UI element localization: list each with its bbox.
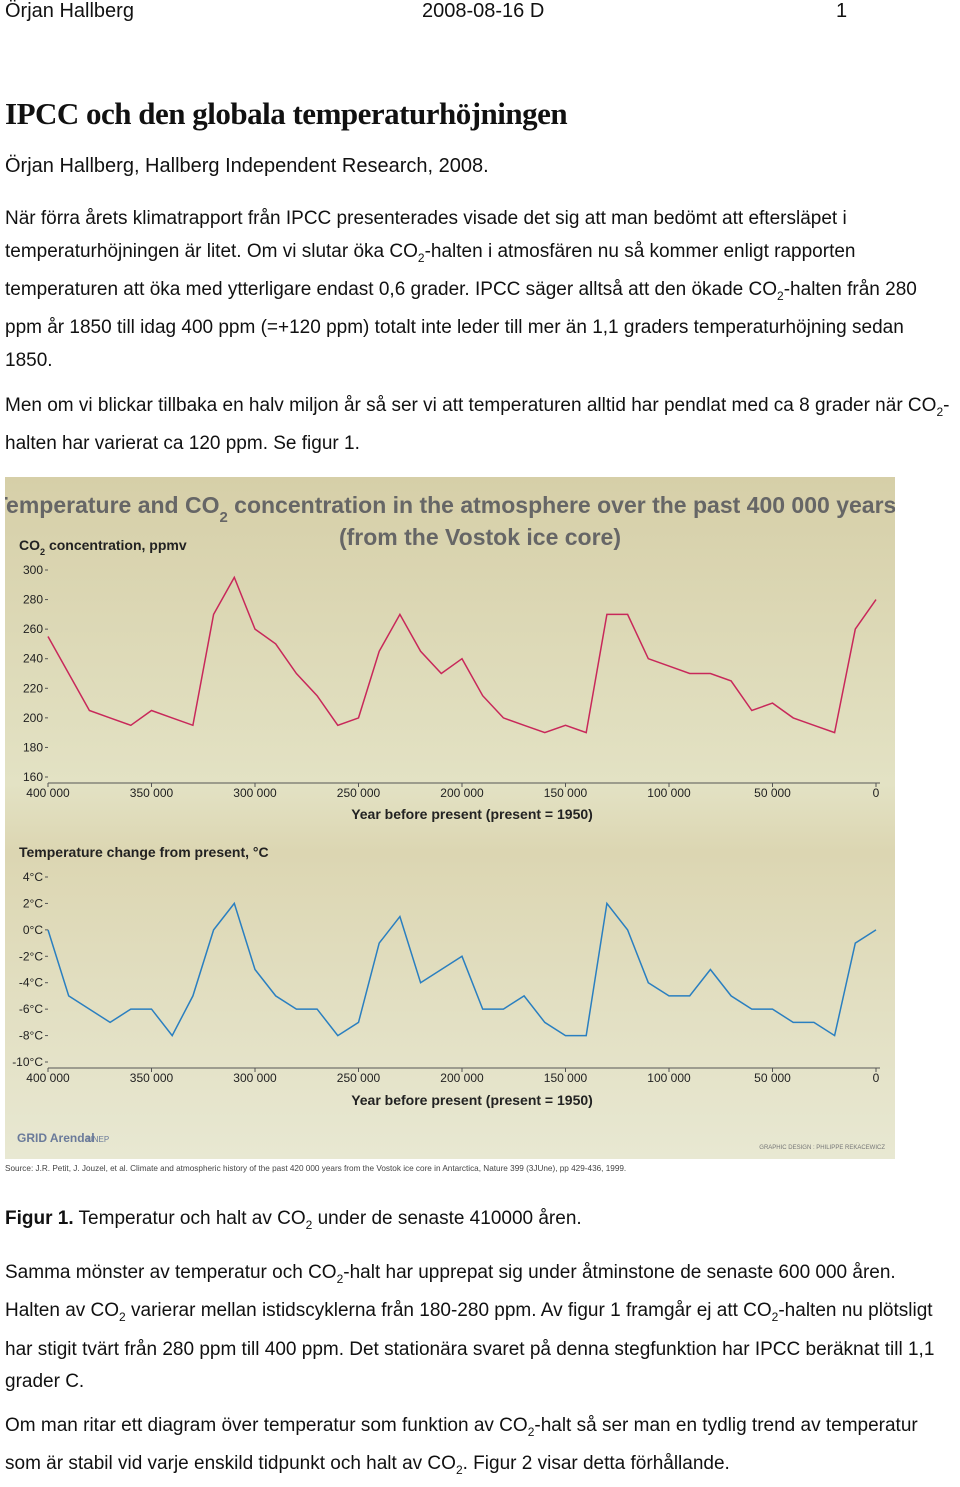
text-run: -halten från 280 ppm år 1850 till idag 4… <box>5 278 917 371</box>
y-tick-label: -4°C <box>19 976 43 990</box>
header-page: 1 <box>836 0 848 22</box>
x-tick-label: 350 000 <box>130 786 174 800</box>
subscript: 2 <box>455 1463 463 1478</box>
text-run: -halten har varierat ca 120 ppm. Se figu… <box>5 395 950 455</box>
text-run: Temperatur och halt av CO <box>73 1208 306 1229</box>
x-tick-label: 400 000 <box>26 1071 70 1085</box>
text-run: concentration in the atmosphere over the… <box>228 492 895 518</box>
logo: UNEP <box>87 1135 109 1144</box>
x-tick-label: 50 000 <box>754 786 791 800</box>
caption: Figur 1. Temperatur och halt av CO2 unde… <box>5 1203 955 1241</box>
text-run: Temperature and CO <box>5 492 219 518</box>
subscript: 2 <box>119 1310 126 1325</box>
figure-subtitle: (from the Vostok ice core) <box>339 524 621 550</box>
y-tick-label: -10°C <box>12 1055 43 1069</box>
credit: GRAPHIC DESIGN : PHILIPPE REKACEWICZ <box>759 1145 885 1151</box>
title: IPCC och den globala temperaturhöjningen <box>5 96 568 131</box>
x-axis-label: Year before present (present = 1950) <box>351 806 593 822</box>
y-tick-label: 300 <box>23 563 43 577</box>
caption-text: Temperatur och halt av CO2 under de sena… <box>73 1208 582 1232</box>
byline: Örjan Hallberg, Hallberg Independent Res… <box>5 155 489 177</box>
text-run: varierar mellan istidscyklerna från 180-… <box>125 1300 772 1322</box>
x-tick-label: 250 000 <box>337 786 381 800</box>
caption-label: Figur 1. <box>5 1208 74 1229</box>
subscript: 2 <box>417 250 425 265</box>
text-run: -halten i atmosfären nu så kommer enligt… <box>5 240 856 300</box>
text-run: -halt har upprepat sig under åtminstone … <box>5 1262 896 1322</box>
x-tick-label: 300 000 <box>233 1071 277 1085</box>
source: Source: J.R. Petit, J. Jouzel, et al. Cl… <box>5 1164 626 1173</box>
y-tick-label: 220 <box>23 681 43 695</box>
subscript: 2 <box>771 1310 779 1325</box>
text-run: -halten nu plötsligt har stigit tvärt fr… <box>5 1300 935 1393</box>
x-tick-label: 100 000 <box>647 1071 691 1085</box>
subscript: 2 <box>527 1424 535 1439</box>
paragraph: Samma mönster av temperatur och CO2-halt… <box>5 1257 955 1399</box>
paragraph: Om man ritar ett diagram över temperatur… <box>5 1410 955 1487</box>
text-run: CO <box>19 537 40 553</box>
figure-background <box>5 477 895 1159</box>
y-tick-label: -8°C <box>19 1029 43 1043</box>
x-tick-label: 250 000 <box>337 1071 381 1085</box>
x-tick-label: 400 000 <box>26 786 70 800</box>
y-tick-label: 260 <box>23 622 43 636</box>
x-tick-label: 100 000 <box>647 786 691 800</box>
x-axis-label: Year before present (present = 1950) <box>351 1092 593 1108</box>
data-line <box>47 575 877 734</box>
x-tick-label: 300 000 <box>233 786 277 800</box>
header-date: 2008-08-16 D <box>422 0 545 22</box>
y-tick-label: 2°C <box>23 896 43 910</box>
y-tick-label: 4°C <box>23 870 43 884</box>
y-tick-label: 200 <box>23 711 43 725</box>
text-run: Samma mönster av temperatur och CO <box>5 1262 337 1283</box>
text-run: Men om vi blickar tillbaka en halv miljo… <box>5 395 937 416</box>
text-run: . Figur 2 visar detta förhållande. <box>462 1453 730 1475</box>
subscript: 2 <box>777 288 784 303</box>
y-tick-label: -6°C <box>19 1002 43 1016</box>
x-tick-label: 200 000 <box>440 786 484 800</box>
subscript: 2 <box>40 547 45 557</box>
paragraph: När förra årets klimatrapport från IPCC … <box>5 203 955 377</box>
y-tick-label: 240 <box>23 652 43 666</box>
header-author: Örjan Hallberg <box>5 0 134 22</box>
subscript: 2 <box>336 1271 344 1286</box>
x-tick-label: 150 000 <box>544 786 588 800</box>
figure: Temperature and CO2 concentration in the… <box>5 477 895 1173</box>
paragraph: Men om vi blickar tillbaka en halv miljo… <box>5 390 955 461</box>
y-axis-label: CO2 concentration, ppmv <box>19 537 187 557</box>
y-tick-label: 0°C <box>23 923 43 937</box>
subscript: 2 <box>936 404 944 419</box>
text-run: Om man ritar ett diagram över temperatur… <box>5 1415 528 1436</box>
text-run: concentration, ppmv <box>45 537 187 553</box>
x-tick-label: 150 000 <box>544 1071 588 1085</box>
subscript: 2 <box>305 1217 313 1232</box>
y-tick-label: -2°C <box>19 949 43 963</box>
text-run: -halt så ser man en tydlig trend av temp… <box>5 1415 918 1475</box>
x-tick-label: 350 000 <box>130 1071 174 1085</box>
figure-title: Temperature and CO2 concentration in the… <box>5 492 895 526</box>
data-line <box>47 901 877 1037</box>
y-axis-label: Temperature change from present, °C <box>19 844 269 860</box>
subscript: 2 <box>219 509 227 526</box>
x-tick-label: 200 000 <box>440 1071 484 1085</box>
text-run: När förra årets klimatrapport från IPCC … <box>5 208 847 262</box>
x-tick-label: 50 000 <box>754 1071 791 1085</box>
y-tick-label: 180 <box>23 740 43 754</box>
text-run: under de senaste 410000 åren. <box>312 1208 582 1229</box>
logo: GRID Arendal <box>17 1131 95 1145</box>
y-tick-label: 280 <box>23 593 43 607</box>
y-tick-label: 160 <box>23 770 43 784</box>
x-tick-label: 0 <box>873 1071 880 1085</box>
x-tick-label: 0 <box>873 786 880 800</box>
